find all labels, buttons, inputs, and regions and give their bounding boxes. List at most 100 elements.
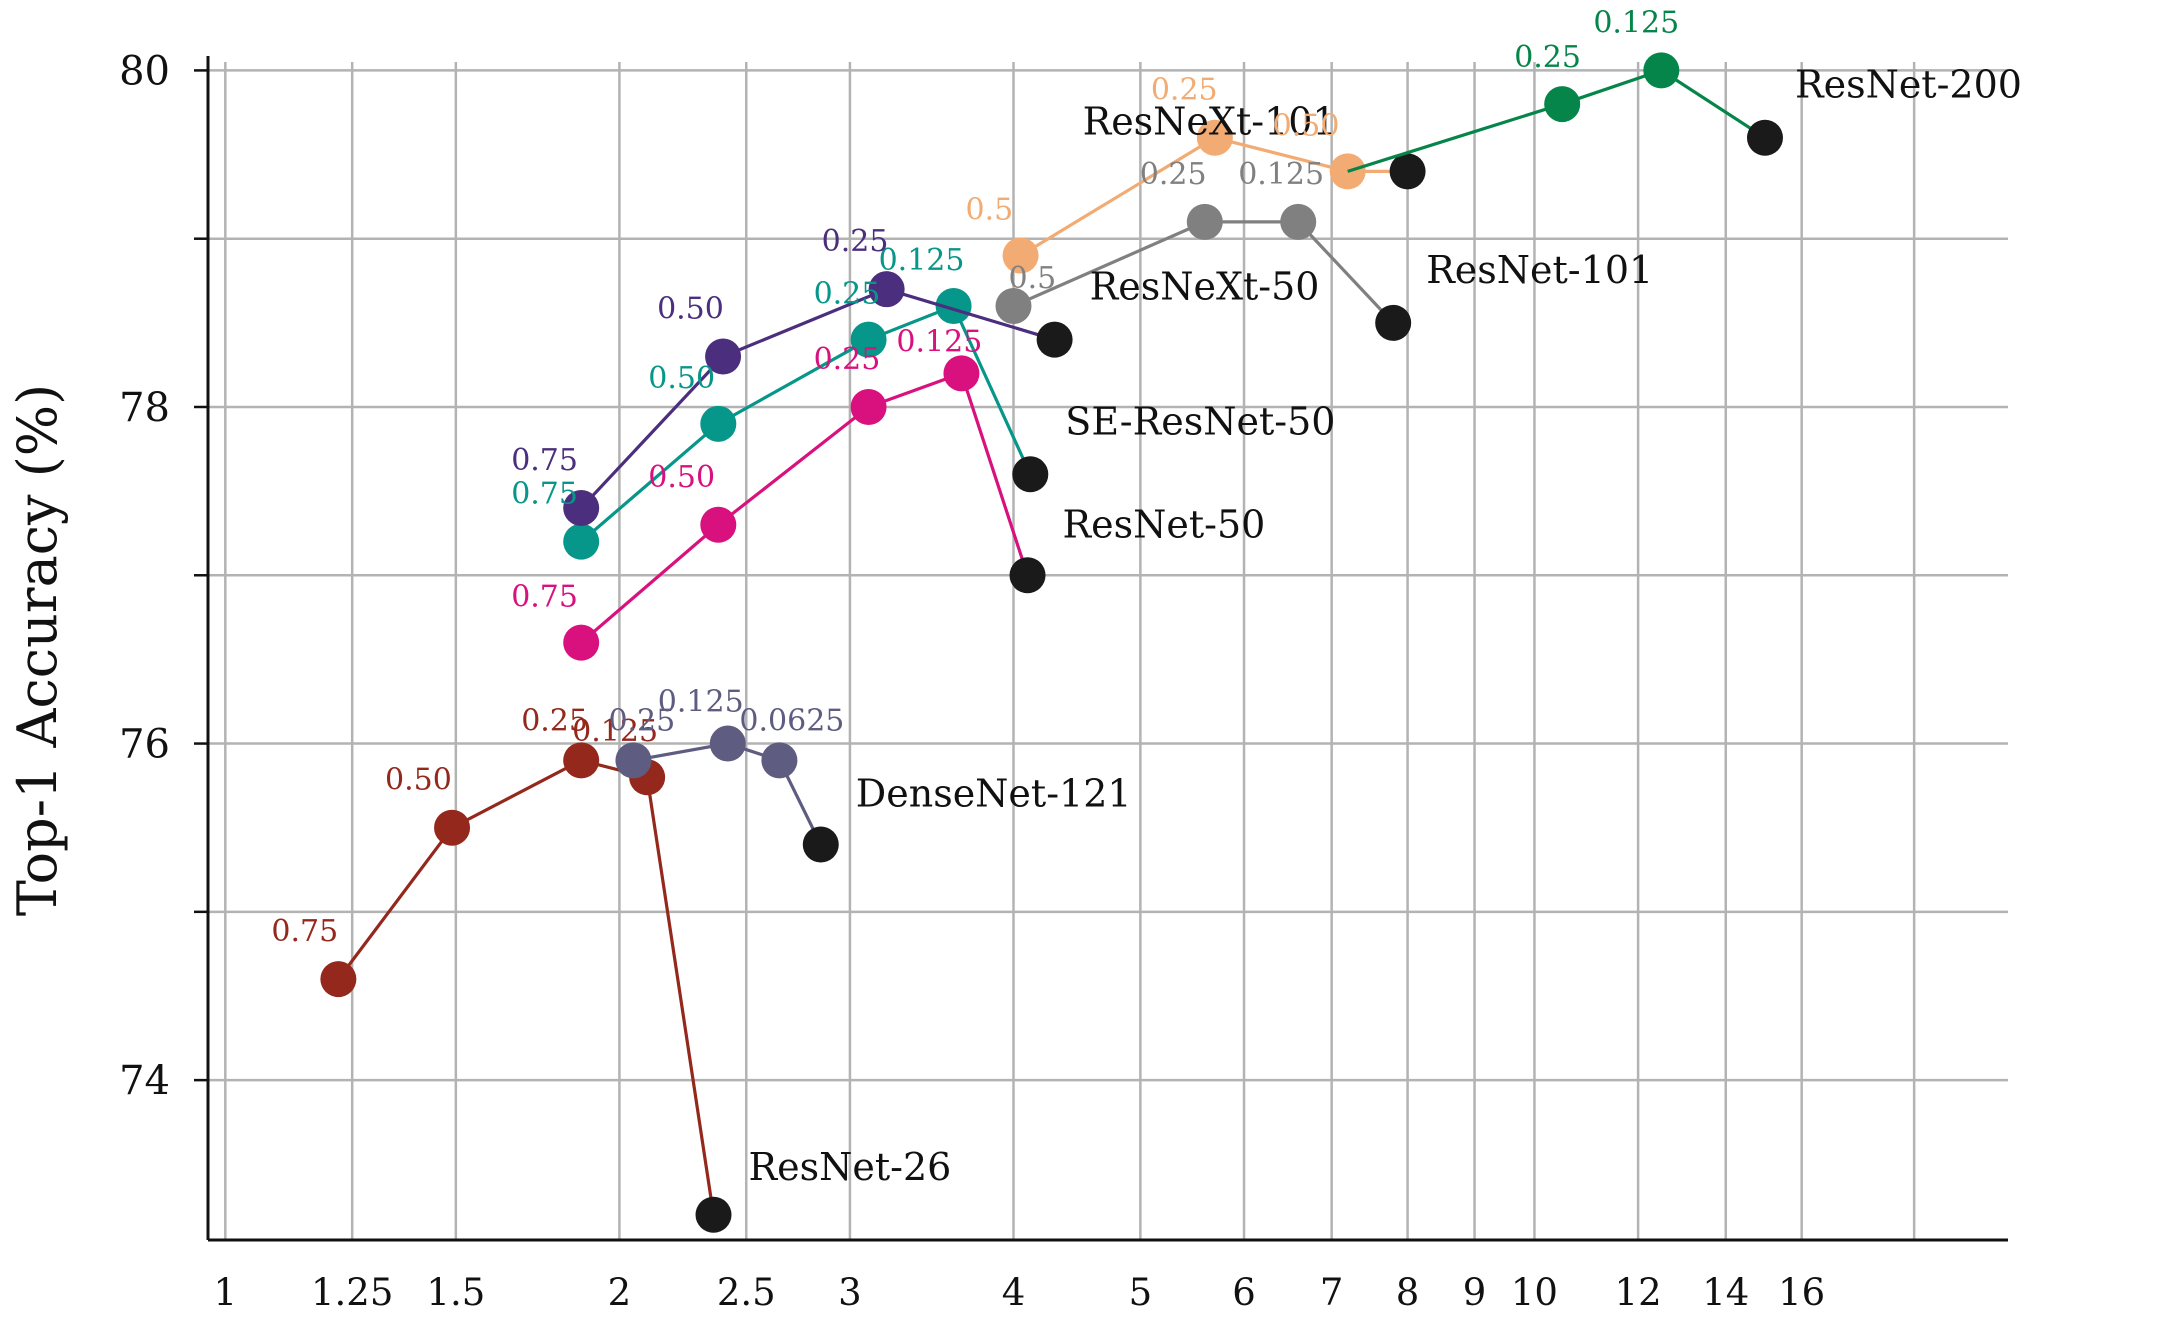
- ratio-label: 0.50: [657, 292, 724, 327]
- data-point: [1544, 86, 1581, 123]
- grid: [208, 62, 2008, 1240]
- ratio-label: 0.75: [511, 443, 578, 478]
- ratio-label: 0.75: [271, 914, 338, 949]
- series-line: [633, 741, 823, 846]
- ratio-label: 0.75: [511, 477, 578, 512]
- data-point: [935, 288, 972, 325]
- data-point: [1186, 203, 1223, 240]
- data-point: [700, 506, 737, 543]
- ratio-label: 0.50: [1273, 108, 1340, 143]
- ratio-label: 0.5: [966, 193, 1014, 228]
- ratio-label: 0.50: [648, 460, 715, 495]
- data-point: [434, 809, 471, 846]
- ratio-label: 0.125: [658, 685, 744, 720]
- baseline-point: [1375, 304, 1412, 341]
- baseline-point: [1012, 456, 1049, 493]
- y-tick-label: 80: [119, 48, 170, 94]
- x-tick-label: 16: [1778, 1271, 1825, 1314]
- data-point: [1643, 52, 1680, 89]
- data-point: [868, 271, 905, 308]
- series-line: [1347, 68, 1766, 173]
- ratio-label: 0.75: [511, 580, 578, 615]
- data-point: [995, 288, 1032, 325]
- series-resnext-50: [563, 271, 1073, 526]
- ratio-label: 0.125: [879, 243, 965, 278]
- ratio-label: 0.125: [1238, 157, 1324, 192]
- data-point: [563, 523, 600, 560]
- ratio-label: 0.25: [822, 224, 889, 259]
- data-point: [1002, 237, 1039, 274]
- ratio-label: 0.25: [1514, 40, 1581, 75]
- series-resnet-200: [1347, 52, 1783, 173]
- x-tick-label: 14: [1702, 1271, 1749, 1314]
- series-densenet-121: [615, 725, 839, 863]
- ratio-label: 0.50: [648, 361, 715, 396]
- series-line: [1012, 220, 1395, 324]
- ratio-label: 0.25: [521, 703, 588, 738]
- data-point: [563, 624, 600, 661]
- model-label: ResNeXt-50: [1090, 265, 1320, 309]
- data-point: [709, 725, 746, 762]
- ratio-label: 0.25: [1140, 157, 1207, 192]
- x-tick-label: 12: [1615, 1271, 1662, 1314]
- ratio-label: 0.50: [385, 763, 452, 798]
- ratio-label: 0.125: [572, 714, 658, 749]
- data-point: [705, 338, 742, 375]
- data-point: [320, 961, 357, 998]
- series-resnet-26: [320, 742, 732, 1233]
- x-tick-label: 10: [1511, 1271, 1558, 1314]
- baseline-point: [802, 826, 839, 863]
- data-point: [850, 388, 887, 425]
- series-line: [1019, 136, 1408, 257]
- x-tick-label: 2.5: [717, 1271, 776, 1314]
- ratio-label: 0.25: [814, 277, 881, 312]
- baseline-point: [695, 1196, 732, 1233]
- series-resnet-101: [995, 203, 1412, 341]
- x-tick-label: 1.5: [426, 1271, 485, 1314]
- x-tick-label: 8: [1396, 1271, 1420, 1314]
- x-tick-label: 9: [1463, 1271, 1487, 1314]
- data-point: [1280, 203, 1317, 240]
- series-layer: [320, 52, 1783, 1233]
- x-tick-label: 2: [608, 1271, 632, 1314]
- ratio-label: 0.25: [814, 342, 881, 377]
- y-tick-label: 76: [119, 722, 170, 768]
- series-line: [580, 371, 1030, 644]
- baseline-point: [1746, 119, 1783, 156]
- ratio-label: 0.125: [896, 324, 982, 359]
- model-label: ResNet-50: [1063, 502, 1266, 546]
- x-tick-label: 3: [838, 1271, 862, 1314]
- text-layer: ResNet-260.750.500.250.125DenseNet-1210.…: [271, 5, 2022, 1188]
- model-label: DenseNet-121: [856, 772, 1132, 816]
- y-axis-label: Top-1 Accuracy (%): [6, 384, 69, 916]
- series-se-resnet-50: [563, 288, 1049, 560]
- data-point: [943, 355, 980, 392]
- model-label: ResNet-101: [1426, 248, 1653, 292]
- ratio-label: 0.125: [1593, 5, 1679, 40]
- data-point: [761, 742, 798, 779]
- data-point: [563, 489, 600, 526]
- x-tick-label: 1: [214, 1271, 238, 1314]
- data-point: [700, 405, 737, 442]
- ratio-label: 0.0625: [739, 703, 844, 738]
- baseline-point: [1389, 153, 1426, 190]
- baseline-point: [1009, 557, 1046, 594]
- x-tick-label: 5: [1129, 1271, 1153, 1314]
- series-line: [337, 758, 716, 1215]
- model-label: ResNet-26: [749, 1145, 952, 1189]
- model-label: ResNeXt-101: [1083, 99, 1337, 143]
- ratio-label: 0.25: [608, 703, 675, 738]
- y-tick-label: 78: [119, 385, 170, 431]
- data-point: [1196, 119, 1233, 156]
- data-point: [850, 321, 887, 358]
- baseline-point: [1036, 321, 1073, 358]
- ratio-label: 0.25: [1151, 73, 1218, 108]
- x-tick-label: 1.25: [311, 1271, 393, 1314]
- data-point: [615, 742, 652, 779]
- model-label: ResNet-200: [1795, 63, 2022, 107]
- data-point: [563, 742, 600, 779]
- model-label: SE-ResNet-50: [1065, 399, 1335, 443]
- series-resnet-50: [563, 355, 1046, 661]
